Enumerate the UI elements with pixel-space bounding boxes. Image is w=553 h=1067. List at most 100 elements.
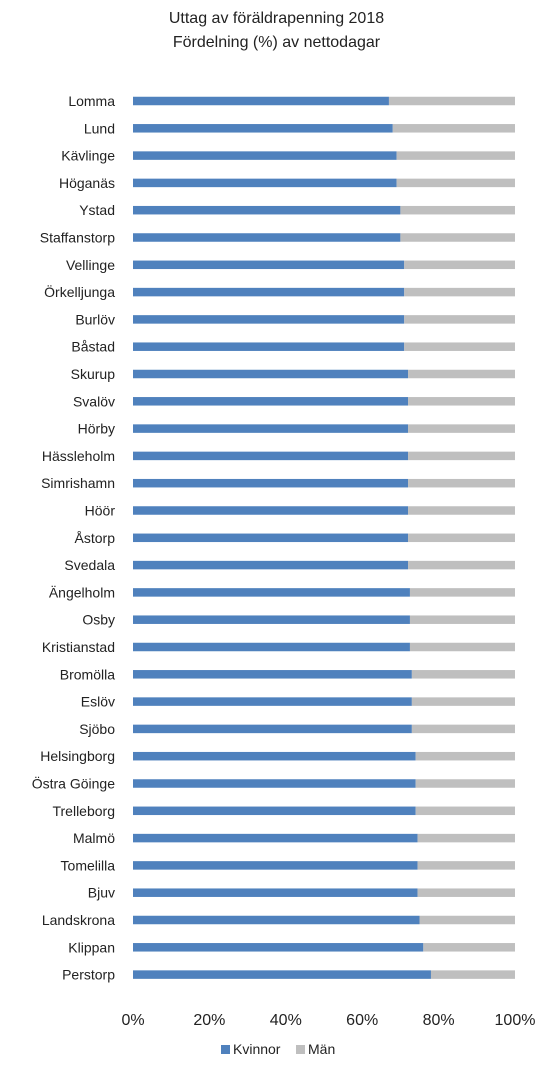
bar-man <box>408 478 515 488</box>
category-label: Bromölla <box>60 666 115 682</box>
category-label: Trelleborg <box>52 803 115 819</box>
bar-man <box>388 96 515 106</box>
bar-kvinnor <box>133 124 393 133</box>
category-label: Bjuv <box>88 885 115 901</box>
category-label: Staffanstorp <box>40 230 115 246</box>
bar-kvinnor <box>133 642 410 652</box>
legend-label-kvinnor: Kvinnor <box>233 1041 281 1057</box>
bar-man <box>411 670 515 679</box>
bar-man <box>419 915 515 925</box>
legend-swatch-kvinnor <box>221 1045 230 1054</box>
bar-kvinnor <box>133 478 409 488</box>
bar-kvinnor <box>133 315 405 324</box>
bar-kvinnor <box>133 943 424 952</box>
bar-man <box>404 287 515 297</box>
category-label: Kävlinge <box>61 148 115 164</box>
bar-man <box>415 779 515 788</box>
bar-man <box>396 178 515 188</box>
category-label: Kristianstad <box>42 639 115 655</box>
category-label: Klippan <box>68 939 115 955</box>
bar-kvinnor <box>133 833 418 843</box>
category-label: Skurup <box>71 366 116 382</box>
bar-man <box>408 397 515 406</box>
bar-man <box>400 205 515 215</box>
bar-kvinnor <box>133 178 397 188</box>
chart-title: Uttag av föräldrapenning 2018 <box>168 10 385 27</box>
legend-label-man: Män <box>308 1041 335 1057</box>
x-tick-label: 80% <box>423 1012 455 1029</box>
bar-kvinnor <box>133 861 418 870</box>
category-label: Vellinge <box>66 257 115 273</box>
bar-man <box>409 588 515 597</box>
category-label: Perstorp <box>62 967 115 983</box>
bar-man <box>408 424 515 433</box>
bar-kvinnor <box>133 779 416 788</box>
category-label: Helsingborg <box>40 748 115 764</box>
bar-man <box>392 124 515 133</box>
category-label: Landskrona <box>42 912 115 928</box>
bar-kvinnor <box>133 424 409 433</box>
bar-man <box>415 751 515 761</box>
bar-man <box>404 315 515 324</box>
category-label: Malmö <box>73 830 115 846</box>
category-label: Ängelholm <box>49 584 115 600</box>
category-label: Burlöv <box>75 311 115 327</box>
bar-kvinnor <box>133 397 409 406</box>
bar-man <box>404 260 515 270</box>
category-label: Höör <box>85 503 116 519</box>
bar-kvinnor <box>133 233 401 242</box>
bar-kvinnor <box>133 697 412 706</box>
category-label: Tomelilla <box>61 857 116 873</box>
bar-kvinnor <box>133 560 409 570</box>
category-label: Båstad <box>71 339 115 355</box>
bar-kvinnor <box>133 670 412 679</box>
category-label: Örkelljunga <box>44 283 115 300</box>
category-label: Eslöv <box>81 694 115 710</box>
category-label: Ystad <box>79 202 115 218</box>
bar-man <box>408 560 515 570</box>
bar-man <box>404 342 515 351</box>
category-label: Åstorp <box>75 530 116 546</box>
category-label: Svalöv <box>73 393 115 409</box>
category-label: Östra Göinge <box>32 775 115 792</box>
category-label: Höganäs <box>59 175 115 191</box>
category-label: Simrishamn <box>41 475 115 491</box>
bar-man <box>411 697 515 706</box>
category-label: Hörby <box>78 421 115 437</box>
x-tick-label: 20% <box>193 1012 225 1029</box>
bar-man <box>415 806 515 816</box>
bar-kvinnor <box>133 260 405 270</box>
bar-man <box>408 451 515 461</box>
category-label: Lund <box>84 120 115 136</box>
bar-man <box>417 833 515 843</box>
bar-man <box>408 533 515 543</box>
category-label: Hässleholm <box>42 448 115 464</box>
legend-swatch-man <box>296 1045 305 1054</box>
category-label: Osby <box>82 612 115 628</box>
bar-kvinnor <box>133 205 401 215</box>
bar-man <box>400 233 515 242</box>
bar-kvinnor <box>133 588 410 597</box>
bar-man <box>411 724 515 734</box>
bar-kvinnor <box>133 806 416 816</box>
bar-kvinnor <box>133 970 431 979</box>
bar-kvinnor <box>133 287 405 297</box>
category-label: Sjöbo <box>79 721 115 737</box>
bar-man <box>409 615 515 624</box>
bar-man <box>430 970 515 979</box>
x-tick-label: 100% <box>495 1012 536 1029</box>
bar-kvinnor <box>133 615 410 624</box>
bar-man <box>417 861 515 870</box>
x-tick-label: 60% <box>346 1012 378 1029</box>
bar-kvinnor <box>133 369 409 379</box>
bar-kvinnor <box>133 915 420 925</box>
bar-man <box>409 642 515 652</box>
x-tick-label: 0% <box>121 1012 144 1029</box>
bar-man <box>417 888 515 897</box>
bar-kvinnor <box>133 888 418 897</box>
bar-man <box>423 943 515 952</box>
bar-kvinnor <box>133 342 405 351</box>
bar-kvinnor <box>133 96 389 106</box>
bar-kvinnor <box>133 751 416 761</box>
x-tick-label: 40% <box>270 1012 302 1029</box>
